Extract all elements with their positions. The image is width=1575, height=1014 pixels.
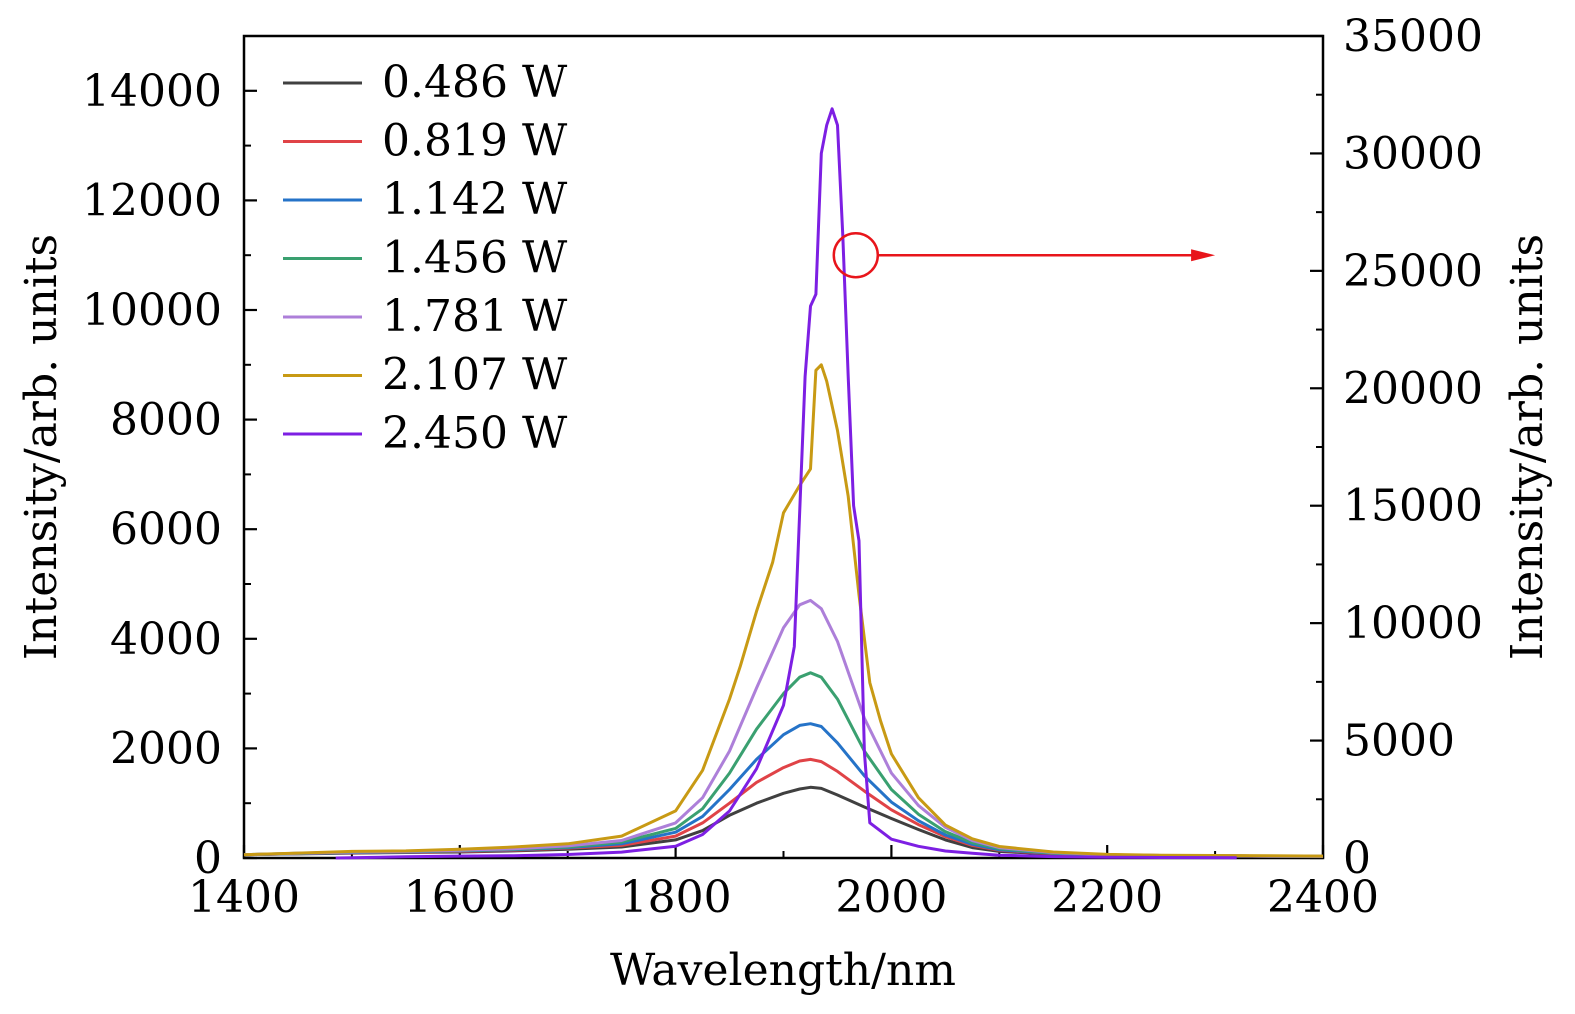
series-line-7: [335, 107, 1237, 860]
y2-tick-label: 10000: [1343, 598, 1483, 649]
y2-tick-label: 0: [1343, 833, 1371, 884]
legend-label: 2.107 W: [382, 350, 568, 401]
x-axis-title: Wavelength/nm: [610, 945, 956, 996]
series-line-3: [243, 722, 1324, 858]
legend-label: 1.456 W: [382, 233, 568, 284]
x-axis: 1400 1600 1800 2000 2200 2400: [188, 845, 1379, 923]
y2-tick-label: 15000: [1343, 481, 1483, 532]
legend-label: 0.486 W: [382, 57, 568, 108]
x-tick-label: 1600: [404, 872, 516, 923]
annotation-arrow-head: [1191, 249, 1216, 262]
y-axis-right: 0 5000 10000 15000 20000 25000 30000 35000: [1310, 11, 1483, 884]
legend-label: 1.142 W: [382, 174, 568, 225]
series-line-2: [243, 757, 1324, 858]
legend-label: 1.781 W: [382, 291, 568, 342]
y2-tick-label: 25000: [1343, 246, 1483, 297]
y-tick-label: 8000: [110, 395, 222, 446]
y-tick-label: 4000: [110, 614, 222, 665]
y-tick-label: 6000: [110, 504, 222, 555]
y-axis-title-left: Intensity/arb. units: [16, 234, 67, 660]
axis-annotation: [832, 231, 1216, 279]
y2-tick-label: 5000: [1343, 716, 1455, 767]
y-tick-label: 2000: [110, 723, 222, 774]
x-tick-label: 1400: [188, 872, 300, 923]
series-line-6: [243, 363, 1324, 858]
x-tick-label: 2200: [1051, 872, 1163, 923]
y-tick-label: 0: [194, 833, 222, 884]
y-axis-title-right: Intensity/arb. units: [1502, 234, 1553, 660]
x-tick-label: 2400: [1267, 872, 1379, 923]
y-tick-label: 14000: [82, 66, 222, 117]
series-line-1: [243, 785, 1324, 859]
y2-tick-label: 35000: [1343, 11, 1483, 62]
legend-label: 2.450 W: [382, 408, 568, 459]
y2-tick-label: 20000: [1343, 363, 1483, 414]
x-tick-label: 2000: [835, 872, 947, 923]
y2-tick-label: 30000: [1343, 128, 1483, 179]
y-tick-label: 12000: [82, 175, 222, 226]
series-lines: [243, 107, 1324, 860]
annotation-circle: [832, 231, 880, 279]
y-axis-left: 0 2000 4000 6000 8000 10000 12000 14000: [82, 66, 257, 884]
series-line-5: [243, 598, 1324, 858]
legend: 0.486 W 0.819 W 1.142 W 1.456 W 1.781 W 2.107…: [283, 57, 568, 459]
legend-label: 0.819 W: [382, 116, 568, 167]
y-tick-label: 10000: [82, 285, 222, 336]
x-tick-label: 1800: [620, 872, 732, 923]
